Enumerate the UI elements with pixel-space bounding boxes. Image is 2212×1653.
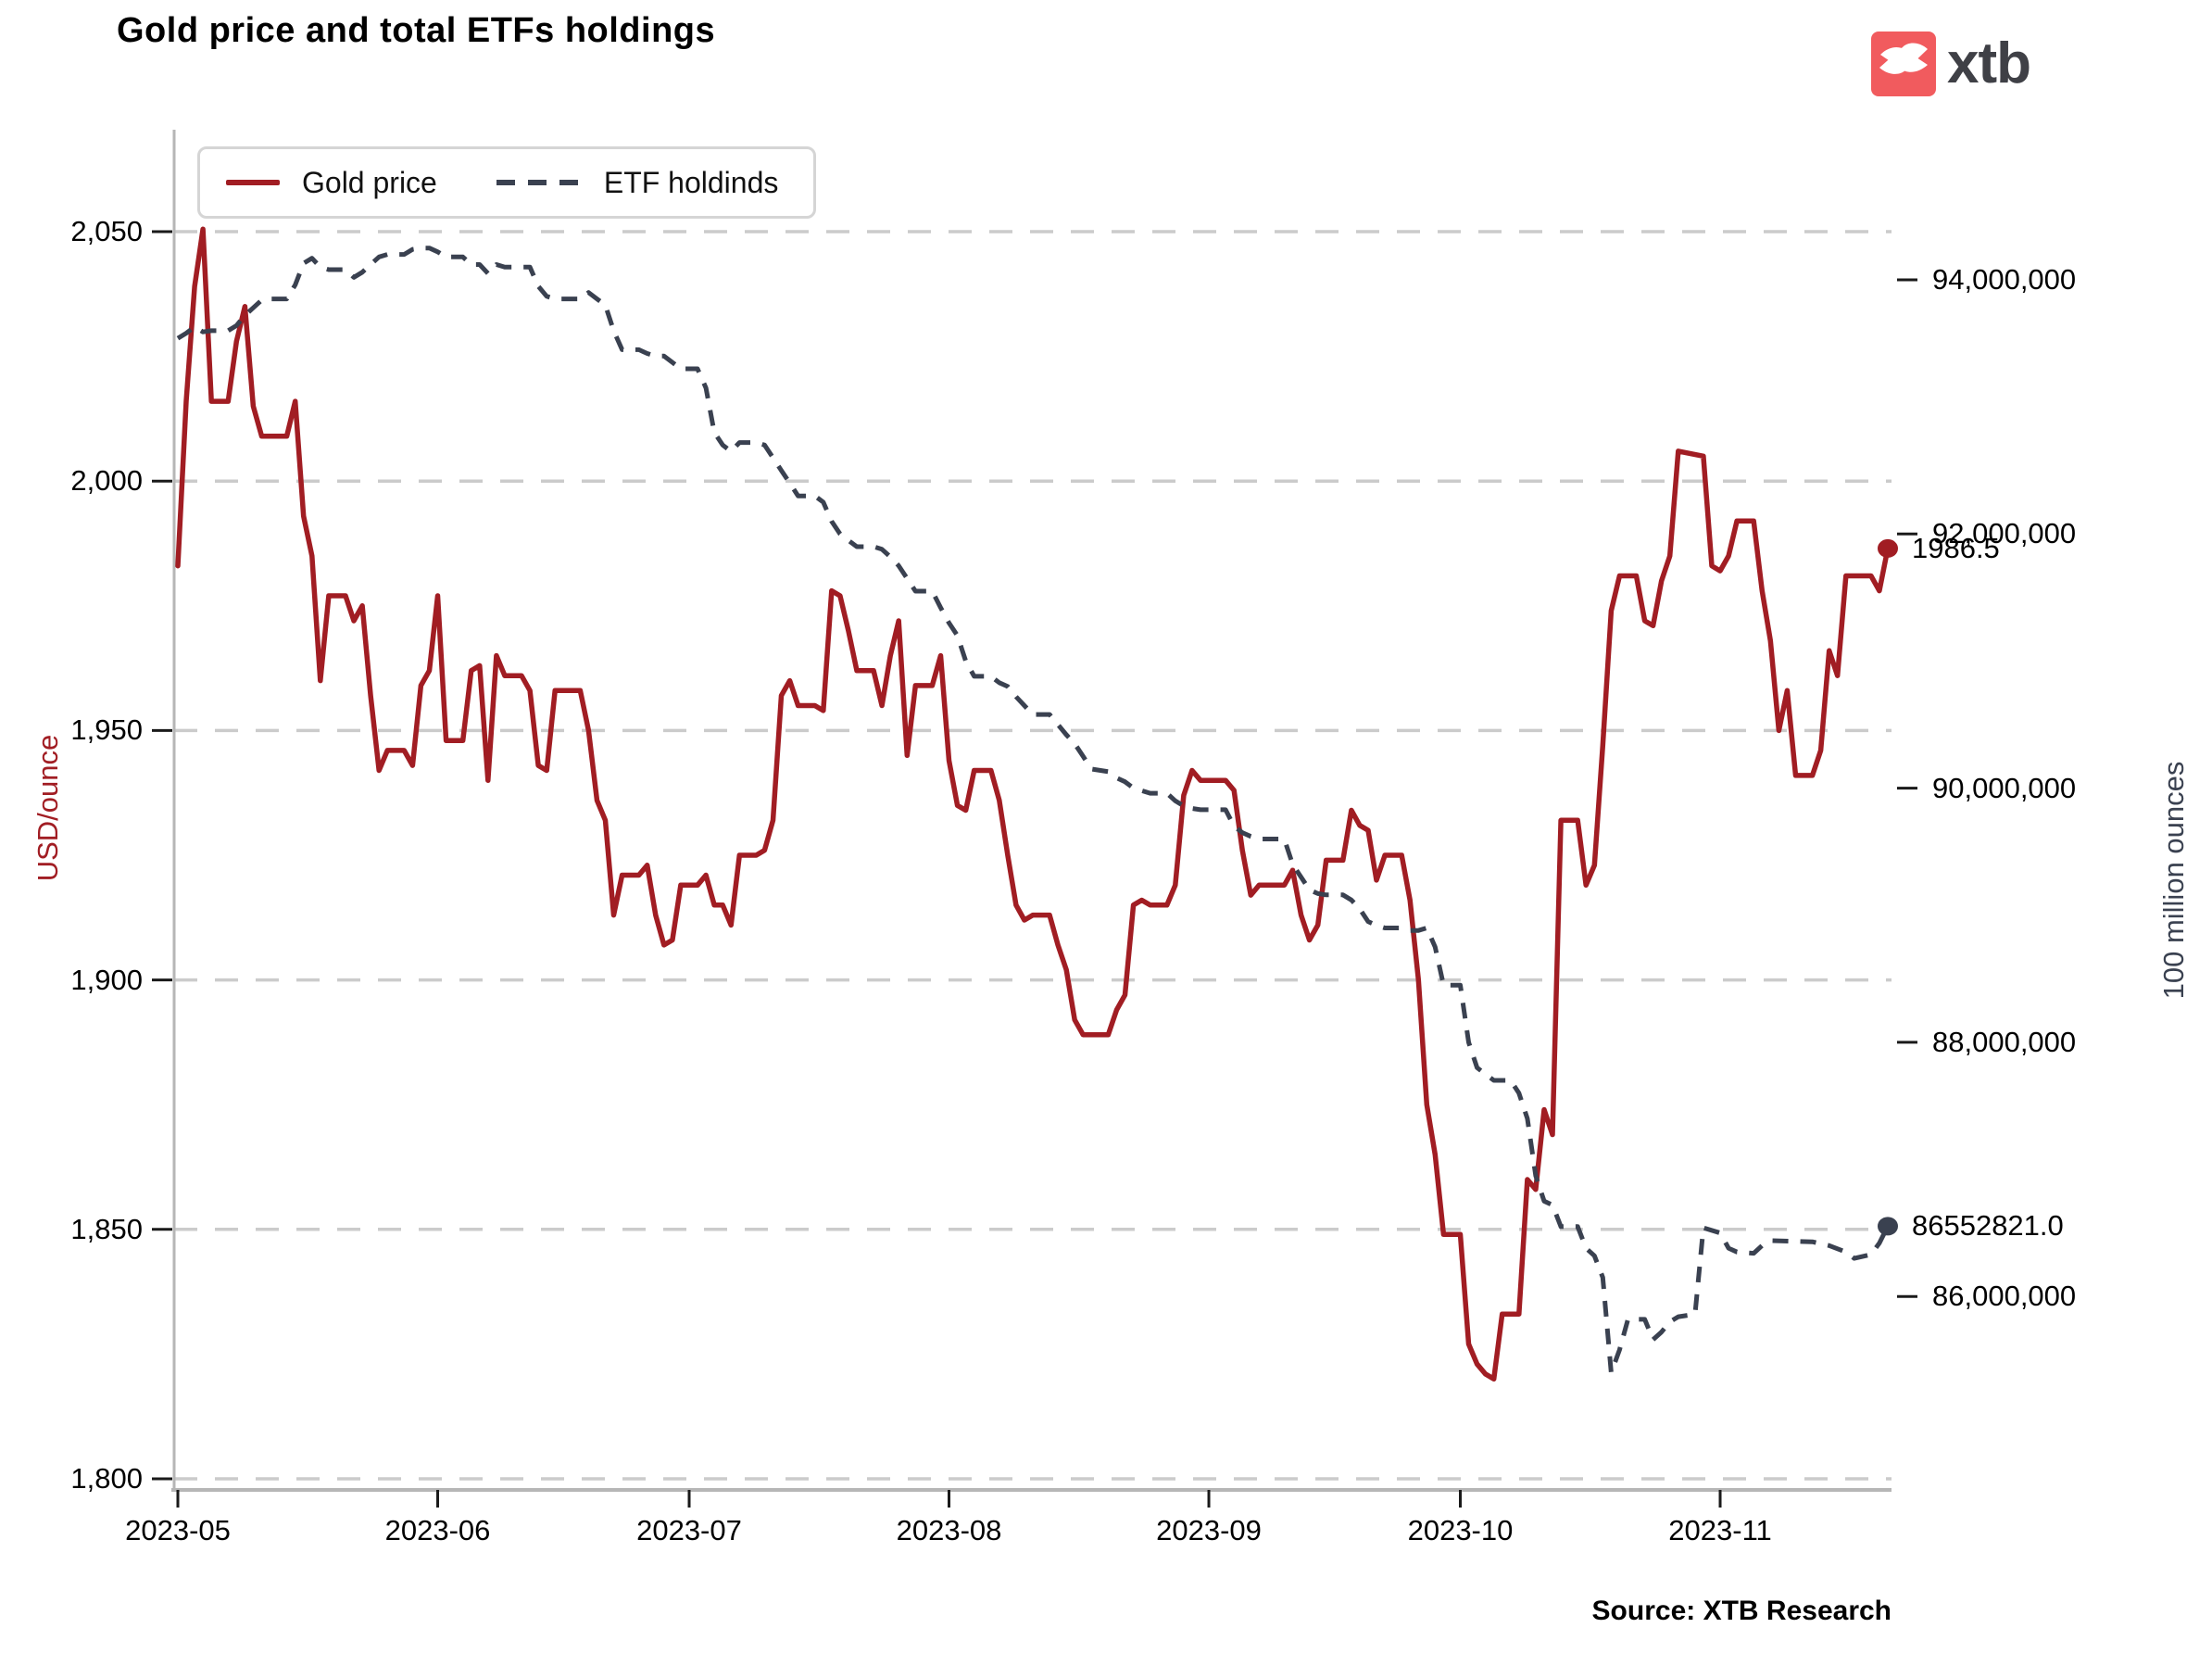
x-tick-label-2023-06: 2023-06 [384,1514,491,1546]
left-axis-label: USD/ounce [31,734,64,882]
etf-holdings-line [176,246,1891,1375]
left-tick-label-1850: 1,850 [70,1212,143,1245]
right-tick-label-88000000: 88,000,000 [1932,1025,2077,1058]
gold-price-line [175,226,1891,1382]
xtb-swallow-icon [1879,43,1928,74]
right-tick-label-86000000: 86,000,000 [1932,1280,2077,1313]
legend-label-gold: Gold price [302,165,437,199]
legend: Gold price ETF holdinds [197,146,816,219]
legend-label-etf: ETF holdinds [603,165,779,199]
xtb-logo: xtb [1871,31,2031,96]
x-tick-label-2023-05: 2023-05 [125,1514,231,1546]
etf-last-point-marker [1877,1217,1898,1236]
xtb-logo-text: xtb [1947,32,2031,95]
gold-last-point-marker [1877,538,1898,558]
left-tick-label-1900: 1,900 [70,963,143,996]
right-tick-label-92000000: 92,000,000 [1932,517,2077,550]
legend-swatch-gold [226,180,280,185]
right-axis-label: 100 million ounces [2157,761,2190,1000]
right-tick-label-90000000: 90,000,000 [1932,771,2077,804]
left-tick-label-2050: 2,050 [70,215,143,247]
x-tick-label-2023-07: 2023-07 [636,1514,742,1546]
left-tick-label-1950: 1,950 [70,713,143,747]
x-tick-label-2023-11: 2023-11 [1668,1514,1772,1546]
x-tick-label-2023-09: 2023-09 [1156,1514,1262,1546]
xtb-logo-icon [1871,31,1936,96]
gold-last-value-label: 1986.5 [1911,531,2000,564]
x-tick-label-2023-10: 2023-10 [1407,1514,1514,1546]
legend-swatch-etf [496,180,582,185]
x-tick-label-2023-08: 2023-08 [896,1514,1002,1546]
left-tick-label-2000: 2,000 [70,464,143,498]
left-tick-label-1800: 1,800 [70,1462,143,1495]
etf-last-value-label: 86552821.0 [1911,1209,2064,1243]
source-note: Source: XTB Research [1591,1596,1892,1626]
right-tick-label-94000000: 94,000,000 [1932,263,2077,296]
chart-title: Gold price and total ETFs holdings [117,11,716,50]
